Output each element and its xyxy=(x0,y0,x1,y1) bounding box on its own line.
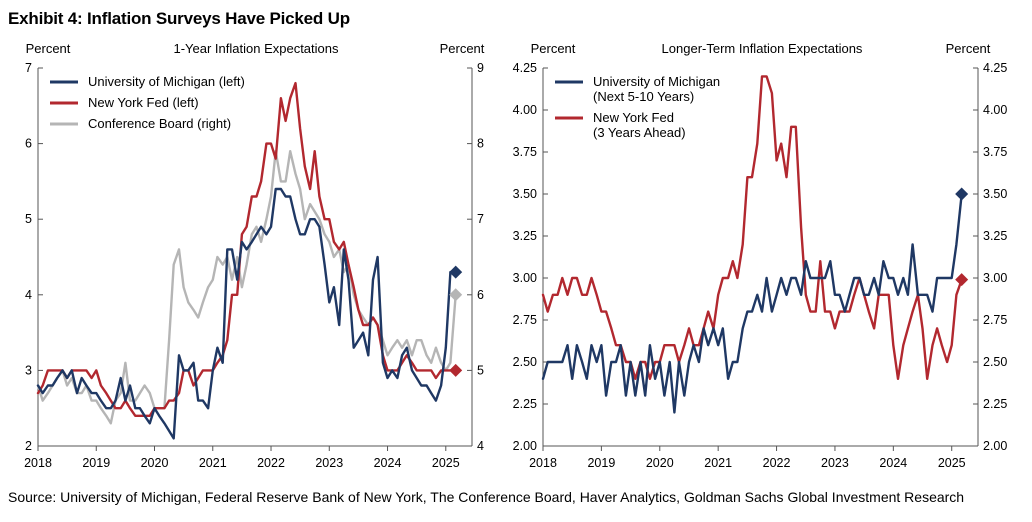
exhibit-title: Exhibit 4: Inflation Surveys Have Picked… xyxy=(8,9,350,28)
right-unit-label: Percent xyxy=(440,41,485,56)
legend-label-1: University of Michigan xyxy=(593,74,720,89)
y-tick-label-right: 7 xyxy=(477,212,484,226)
y-tick-label-left: 3.00 xyxy=(513,271,537,285)
series-end-marker-2 xyxy=(449,363,463,377)
y-tick-label-right: 2.75 xyxy=(983,313,1007,327)
x-tick-label: 2019 xyxy=(82,456,110,470)
right-unit-label: Percent xyxy=(946,41,991,56)
charts-canvas: Percent Percent 1-Year Inflation Expectati… xyxy=(24,41,1008,470)
y-tick-label-right: 3.00 xyxy=(983,271,1007,285)
x-tick-label: 2020 xyxy=(646,456,674,470)
y-tick-label-left: 3.25 xyxy=(513,229,537,243)
y-tick-label-left: 3.50 xyxy=(513,187,537,201)
y-tick-label-right: 4.25 xyxy=(983,61,1007,75)
y-tick-label-left: 2.25 xyxy=(513,397,537,411)
chart-title: 1-Year Inflation Expectations xyxy=(173,41,339,56)
x-tick-label: 2021 xyxy=(704,456,732,470)
y-tick-label-left: 3.75 xyxy=(513,145,537,159)
y-tick-label-left: 2 xyxy=(25,439,32,453)
x-tick-label: 2022 xyxy=(257,456,285,470)
y-tick-label-left: 4.25 xyxy=(513,61,537,75)
legend-label-2: New York Fed xyxy=(593,110,674,125)
x-tick-label: 2021 xyxy=(199,456,227,470)
series-line-2 xyxy=(541,75,963,380)
source-note: Source: University of Michigan, Federal … xyxy=(8,489,965,505)
chart-longer-term-inflation-expectations: Percent Percent Longer-Term Inflation Expe… xyxy=(513,41,1008,470)
x-tick-label: 2018 xyxy=(24,456,52,470)
y-tick-label-right: 3.50 xyxy=(983,187,1007,201)
y-tick-label-right: 9 xyxy=(477,61,484,75)
y-tick-label-left: 4.00 xyxy=(513,103,537,117)
legend-label-1: University of Michigan (left) xyxy=(88,74,245,89)
legend-label-2: New York Fed (left) xyxy=(88,95,199,110)
y-tick-label-left: 6 xyxy=(25,137,32,151)
chart-title: Longer-Term Inflation Expectations xyxy=(662,41,863,56)
series-line-1 xyxy=(541,192,963,414)
series-end-marker-1 xyxy=(449,265,463,279)
y-tick-label-left: 4 xyxy=(25,288,32,302)
y-tick-label-left: 3 xyxy=(25,363,32,377)
y-tick-label-left: 2.75 xyxy=(513,313,537,327)
x-tick-label: 2023 xyxy=(315,456,343,470)
y-tick-label-right: 6 xyxy=(477,288,484,302)
y-tick-label-right: 2.25 xyxy=(983,397,1007,411)
y-tick-label-right: 3.75 xyxy=(983,145,1007,159)
x-tick-label: 2024 xyxy=(374,456,402,470)
y-tick-label-right: 8 xyxy=(477,137,484,151)
legend-label-2: (3 Years Ahead) xyxy=(593,125,686,140)
x-tick-label: 2020 xyxy=(141,456,169,470)
chart-1yr-inflation-expectations: Percent Percent 1-Year Inflation Expectati… xyxy=(24,41,485,470)
legend-label-3: Conference Board (right) xyxy=(88,116,231,131)
x-tick-label: 2023 xyxy=(821,456,849,470)
y-tick-label-left: 5 xyxy=(25,212,32,226)
y-tick-label-right: 4.00 xyxy=(983,103,1007,117)
left-unit-label: Percent xyxy=(26,41,71,56)
x-tick-label: 2018 xyxy=(529,456,557,470)
series-line-1 xyxy=(36,187,457,440)
series-line-2 xyxy=(36,81,457,417)
y-tick-label-right: 5 xyxy=(477,363,484,377)
y-tick-label-right: 3.25 xyxy=(983,229,1007,243)
series-end-marker-3 xyxy=(449,288,463,302)
y-tick-label-right: 2.00 xyxy=(983,439,1007,453)
y-tick-label-right: 4 xyxy=(477,439,484,453)
legend-label-1: (Next 5-10 Years) xyxy=(593,89,694,104)
x-tick-label: 2025 xyxy=(938,456,966,470)
y-tick-label-left: 7 xyxy=(25,61,32,75)
x-tick-label: 2022 xyxy=(763,456,791,470)
series-end-marker-1 xyxy=(955,187,969,201)
left-unit-label: Percent xyxy=(531,41,576,56)
x-tick-label: 2024 xyxy=(879,456,907,470)
series-end-marker-2 xyxy=(955,273,969,287)
series-line-3 xyxy=(36,149,457,425)
x-tick-label: 2019 xyxy=(587,456,615,470)
y-tick-label-right: 2.50 xyxy=(983,355,1007,369)
y-tick-label-left: 2.00 xyxy=(513,439,537,453)
x-tick-label: 2025 xyxy=(432,456,460,470)
y-tick-label-left: 2.50 xyxy=(513,355,537,369)
